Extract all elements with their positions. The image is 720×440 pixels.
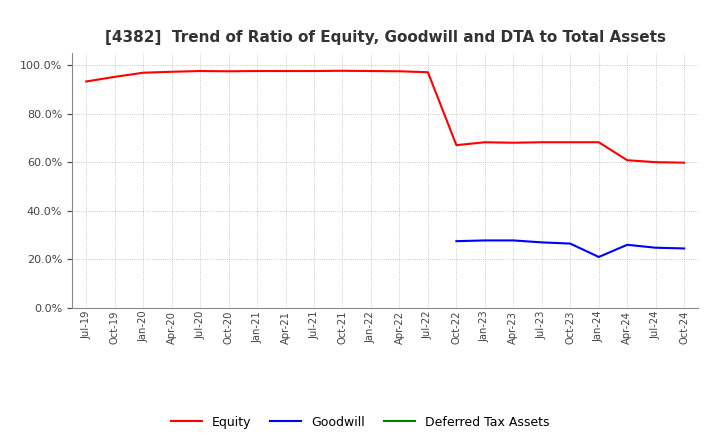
Goodwill [480, 238, 489, 243]
Goodwill [623, 242, 631, 247]
Equity [395, 69, 404, 74]
Equity [680, 160, 688, 165]
Equity [595, 139, 603, 145]
Equity [452, 143, 461, 148]
Line: Goodwill: Goodwill [456, 240, 684, 257]
Goodwill [680, 246, 688, 251]
Goodwill [452, 238, 461, 244]
Equity [338, 68, 347, 73]
Equity [196, 68, 204, 73]
Goodwill [652, 245, 660, 250]
Equity [366, 68, 375, 73]
Legend: Equity, Goodwill, Deferred Tax Assets: Equity, Goodwill, Deferred Tax Assets [166, 411, 554, 434]
Equity [225, 69, 233, 74]
Equity [480, 139, 489, 145]
Equity [282, 68, 290, 73]
Goodwill [509, 238, 518, 243]
Equity [652, 160, 660, 165]
Equity [509, 140, 518, 145]
Equity [423, 70, 432, 75]
Line: Equity: Equity [86, 71, 684, 163]
Title: [4382]  Trend of Ratio of Equity, Goodwill and DTA to Total Assets: [4382] Trend of Ratio of Equity, Goodwil… [104, 29, 666, 45]
Equity [537, 139, 546, 145]
Equity [82, 79, 91, 84]
Equity [310, 68, 318, 73]
Goodwill [566, 241, 575, 246]
Equity [623, 158, 631, 163]
Goodwill [595, 254, 603, 260]
Equity [139, 70, 148, 75]
Equity [566, 139, 575, 145]
Goodwill [537, 240, 546, 245]
Equity [167, 69, 176, 74]
Equity [110, 74, 119, 80]
Equity [253, 68, 261, 73]
